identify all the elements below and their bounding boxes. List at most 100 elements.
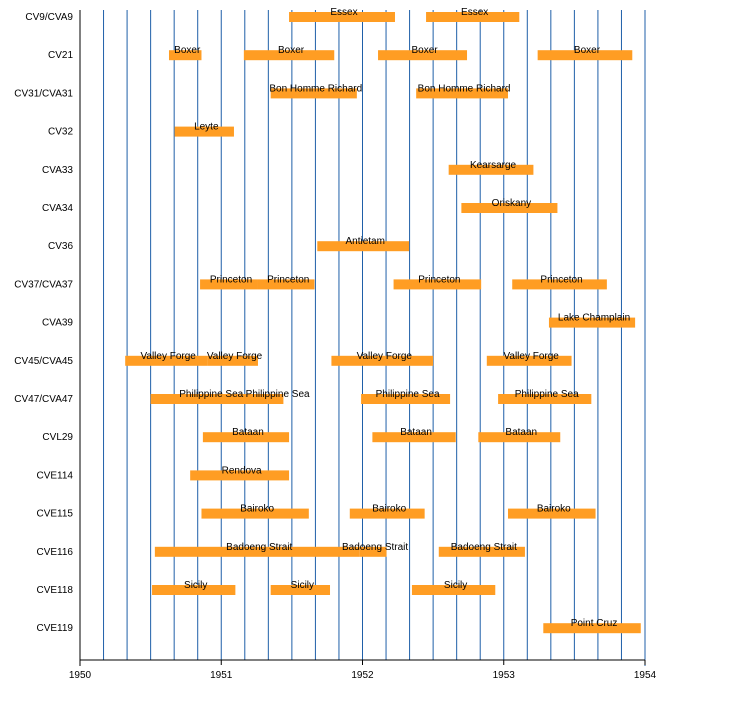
bar: [448, 164, 534, 175]
row-label: CVL29: [42, 432, 73, 443]
x-tick-label: 1950: [69, 670, 92, 681]
bar: [174, 126, 234, 137]
row-label: CVE119: [36, 623, 73, 634]
row-label: CV36: [48, 241, 73, 252]
bar-label: Badoeng Strait: [451, 542, 517, 553]
bar: [154, 546, 360, 557]
bar: [478, 432, 561, 443]
bar-label: Boxer: [574, 45, 601, 56]
bars-layer: [125, 12, 641, 634]
bar: [438, 546, 525, 557]
row-label: CV32: [48, 127, 73, 138]
x-tick-label: 1951: [210, 670, 233, 681]
bar: [416, 88, 508, 99]
bar-label: Essex: [330, 7, 357, 18]
bar-label: Boxer: [174, 45, 201, 56]
bar-label: Kearsarge: [470, 160, 517, 171]
row-label: CVE116: [36, 547, 73, 558]
row-label: CVA34: [42, 203, 73, 214]
bar-label: Point Cruz: [571, 618, 618, 629]
bar-label: Essex: [461, 7, 488, 18]
row-label: CVA33: [42, 165, 73, 176]
bar-label: Princeton: [267, 274, 309, 285]
bar-label: Badoeng Strait: [342, 542, 408, 553]
bar: [243, 50, 335, 61]
bar-label: Valley Forge: [207, 351, 263, 362]
bar: [393, 279, 482, 290]
grid-lines: [103, 10, 622, 660]
bar-label: Valley Forge: [503, 351, 559, 362]
row-label: CV47/CVA47: [14, 394, 73, 405]
row-label: CV37/CVA37: [14, 279, 73, 290]
bar: [150, 394, 268, 404]
bar: [486, 355, 572, 366]
x-tick-label: 1954: [634, 670, 657, 681]
bar: [317, 241, 410, 252]
bar: [543, 623, 641, 634]
bar-label: Badoeng Strait: [226, 542, 292, 553]
bar: [378, 50, 468, 61]
bar-label: Princeton: [210, 274, 252, 285]
bar: [201, 508, 309, 519]
row-label: CVE118: [36, 585, 73, 596]
x-tick-label: 1952: [351, 670, 374, 681]
bar-label: Valley Forge: [140, 351, 196, 362]
bar: [359, 546, 387, 557]
bar-label: Bon Homme Richard: [418, 83, 511, 94]
row-label: CV9/CVA9: [25, 12, 73, 23]
bar: [152, 585, 236, 595]
bar-label: Sicily: [184, 580, 207, 591]
bar: [168, 50, 202, 61]
row-labels-layer: CV9/CVA9 CV21 CV31/CVA31 CV32 CVA33 CVA34 CV36…: [14, 12, 73, 634]
bar-label: Boxer: [411, 45, 438, 56]
bar-label: Bairoko: [537, 504, 571, 515]
bar: [426, 12, 520, 22]
bar-label: Princeton: [418, 274, 460, 285]
bar-label: Sicily: [444, 580, 467, 591]
bar: [512, 279, 607, 290]
bar: [331, 355, 434, 366]
bar: [289, 12, 395, 22]
row-label: CV45/CVA45: [14, 356, 73, 367]
row-label: CVE115: [36, 509, 73, 520]
row-label: CV31/CVA31: [14, 88, 73, 99]
bar: [200, 279, 258, 290]
bar-label: Bon Homme Richard: [269, 83, 362, 94]
row-label: CV21: [48, 50, 73, 61]
bar-label: Boxer: [278, 45, 305, 56]
bar-label: Princeton: [540, 274, 582, 285]
bar-label: Bataan: [505, 427, 537, 438]
bar: [411, 585, 496, 595]
bar-label: Leyte: [194, 122, 219, 133]
bar-label: Lake Champlain: [558, 313, 630, 324]
bar: [372, 432, 456, 443]
bar-label: Bairoko: [372, 504, 406, 515]
bar: [202, 432, 290, 443]
bar: [270, 585, 331, 595]
bar-label: Bairoko: [240, 504, 274, 515]
bar: [507, 508, 596, 519]
bar: [207, 355, 258, 366]
bar: [361, 394, 451, 404]
bar: [190, 470, 290, 481]
bar: [267, 394, 284, 404]
bar-label: Valley Forge: [357, 351, 413, 362]
bar-label: Rendova: [222, 465, 262, 476]
bar: [461, 203, 558, 213]
bar-label: Philippine Sea: [376, 389, 440, 400]
row-label: CVA39: [42, 318, 73, 329]
bar: [498, 394, 592, 404]
bar: [257, 279, 315, 290]
bar: [125, 355, 208, 366]
bar-labels-layer: Essex Essex Boxer Boxer Boxer Boxer Bon Homme …: [140, 7, 630, 629]
row-label: CVE114: [36, 470, 73, 481]
x-tick-label: 1953: [493, 670, 516, 681]
bar: [548, 317, 636, 328]
bar-label: Oriskany: [492, 198, 531, 209]
bar: [349, 508, 425, 519]
bar-label: Philippine Sea: [246, 389, 310, 400]
x-axis: 1950 1951 1952 1953 1954: [69, 10, 657, 681]
bar-label: Philippine Sea: [179, 389, 243, 400]
bar: [270, 88, 357, 99]
